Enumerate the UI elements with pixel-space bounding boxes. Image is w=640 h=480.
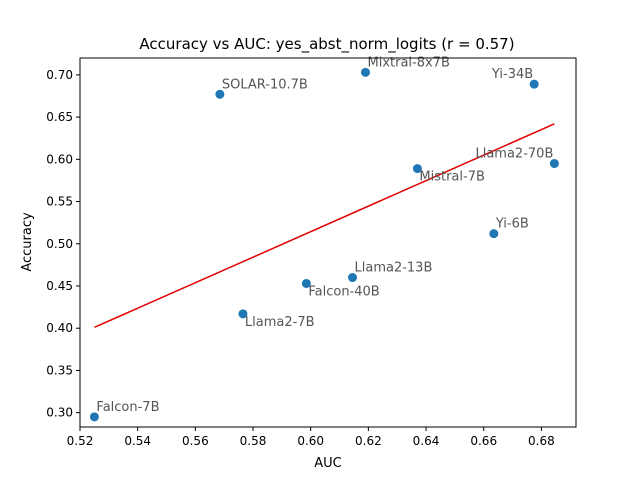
point-label: Falcon-7B [96, 400, 159, 415]
y-tick-label: 0.30 [46, 406, 73, 420]
x-tick-label: 0.56 [182, 434, 209, 448]
data-point [215, 89, 225, 99]
y-tick-label: 0.70 [46, 68, 73, 82]
x-tick-label: 0.58 [240, 434, 267, 448]
y-tick-label: 0.35 [46, 363, 73, 377]
x-tick-label: 0.66 [470, 434, 497, 448]
x-tick-label: 0.60 [297, 434, 324, 448]
point-label: Llama2-70B [475, 147, 553, 162]
data-point [529, 79, 539, 89]
y-tick-label: 0.60 [46, 152, 73, 166]
point-label: SOLAR-10.7B [222, 77, 308, 92]
x-tick-label: 0.52 [67, 434, 94, 448]
point-label: Mistral-7B [419, 170, 485, 185]
x-tick-label: 0.68 [528, 434, 555, 448]
point-label: Mixtral-8x7B [367, 55, 449, 70]
data-point [489, 229, 499, 239]
y-tick-label: 0.40 [46, 321, 73, 335]
y-axis-label: Accuracy [20, 212, 35, 272]
point-label: Llama2-13B [355, 261, 433, 276]
chart-title: Accuracy vs AUC: yes_abst_norm_logits (r… [139, 35, 514, 54]
data-point [348, 273, 358, 283]
x-tick-label: 0.54 [124, 434, 151, 448]
x-tick-label: 0.62 [355, 434, 382, 448]
data-point [238, 309, 248, 319]
point-label: Yi-6B [495, 217, 529, 232]
point-label: Llama2-7B [245, 315, 315, 330]
y-tick-label: 0.65 [46, 110, 73, 124]
x-axis-label: AUC [314, 456, 342, 471]
data-point [301, 278, 311, 288]
trend-line [94, 123, 555, 329]
point-label: Yi-34B [491, 67, 533, 82]
plot-frame [79, 57, 577, 428]
x-tick-label: 0.64 [413, 434, 440, 448]
y-tick-label: 0.45 [46, 279, 73, 293]
y-tick-label: 0.50 [46, 237, 73, 251]
point-label: Falcon-40B [308, 284, 379, 299]
data-point [360, 67, 370, 77]
data-point [412, 164, 422, 174]
data-point [89, 412, 99, 422]
data-point [549, 159, 559, 169]
y-tick-label: 0.55 [46, 195, 73, 209]
